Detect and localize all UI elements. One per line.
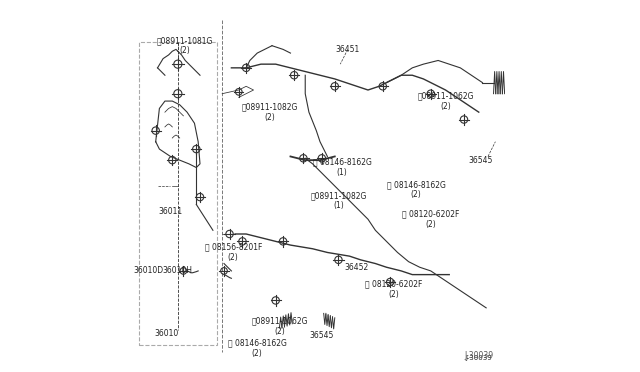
Text: 36452: 36452 [345,263,369,272]
Text: ⓝ08911-1082G
(2): ⓝ08911-1082G (2) [242,102,298,122]
Text: 36010D: 36010D [133,266,163,275]
Text: ⓝ08911-1062G
(2): ⓝ08911-1062G (2) [417,92,474,111]
Text: 36451: 36451 [335,45,360,54]
Text: 36010H: 36010H [163,266,193,275]
Text: 36010: 36010 [155,329,179,338]
Text: 36545: 36545 [310,331,334,340]
FancyBboxPatch shape [139,42,216,345]
Text: Ⓑ 08156-8201F
(2): Ⓑ 08156-8201F (2) [205,243,262,262]
Text: ⓝ08911-1081G
(2): ⓝ08911-1081G (2) [157,36,213,55]
Text: Ⓑ 08146-8162G
(2): Ⓑ 08146-8162G (2) [387,180,445,199]
Text: 36011: 36011 [159,207,182,217]
Text: ⓝ08911-1062G
(2): ⓝ08911-1062G (2) [251,317,308,336]
Text: 36545: 36545 [468,155,493,165]
Text: Ⓑ 08120-6202F
(2): Ⓑ 08120-6202F (2) [365,280,422,299]
Text: Ⓑ 08146-8162G
(2): Ⓑ 08146-8162G (2) [228,339,287,358]
Text: J-30039: J-30039 [465,350,493,359]
Text: Ⓑ 08120-6202F
(2): Ⓑ 08120-6202F (2) [402,209,460,229]
Text: ⓝ08911-1082G
(1): ⓝ08911-1082G (1) [310,191,367,211]
Text: J-30039: J-30039 [465,355,492,361]
Text: Ⓑ 08146-8162G
(1): Ⓑ 08146-8162G (1) [313,158,372,177]
